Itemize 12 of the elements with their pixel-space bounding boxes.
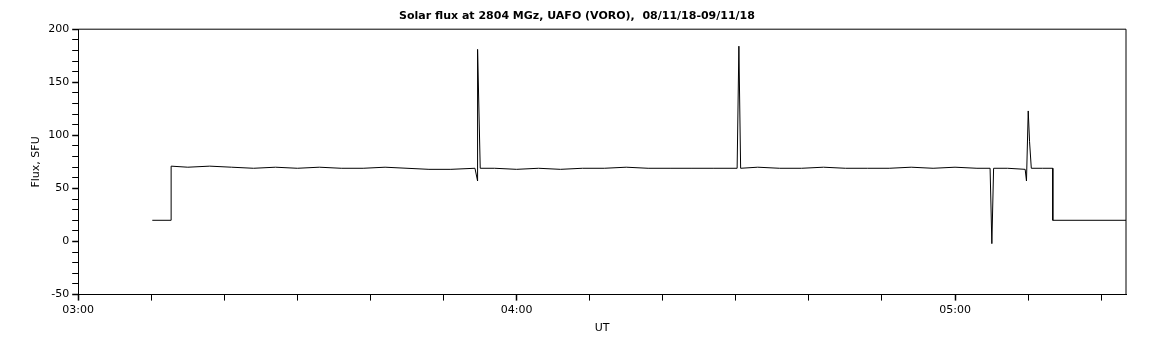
- x-tick-label: 05:00: [939, 303, 971, 317]
- y-tick-label: 150: [48, 75, 70, 89]
- y-tick-label: 0: [62, 234, 70, 248]
- y-tick-label: 100: [48, 128, 70, 142]
- y-tick-label: 50: [55, 181, 70, 195]
- y-tick-label: -50: [51, 287, 70, 301]
- chart-title: Solar flux at 2804 MGz, UAFO (VORO), 08/11/18-09/11/18: [399, 9, 755, 23]
- x-tick-label: 03:00: [62, 303, 95, 317]
- y-tick-label: 200: [48, 22, 70, 36]
- x-axis-title: UT: [594, 321, 610, 335]
- y-axis-title: Flux, SFU: [29, 136, 43, 188]
- x-tick-label: 04:00: [500, 303, 533, 317]
